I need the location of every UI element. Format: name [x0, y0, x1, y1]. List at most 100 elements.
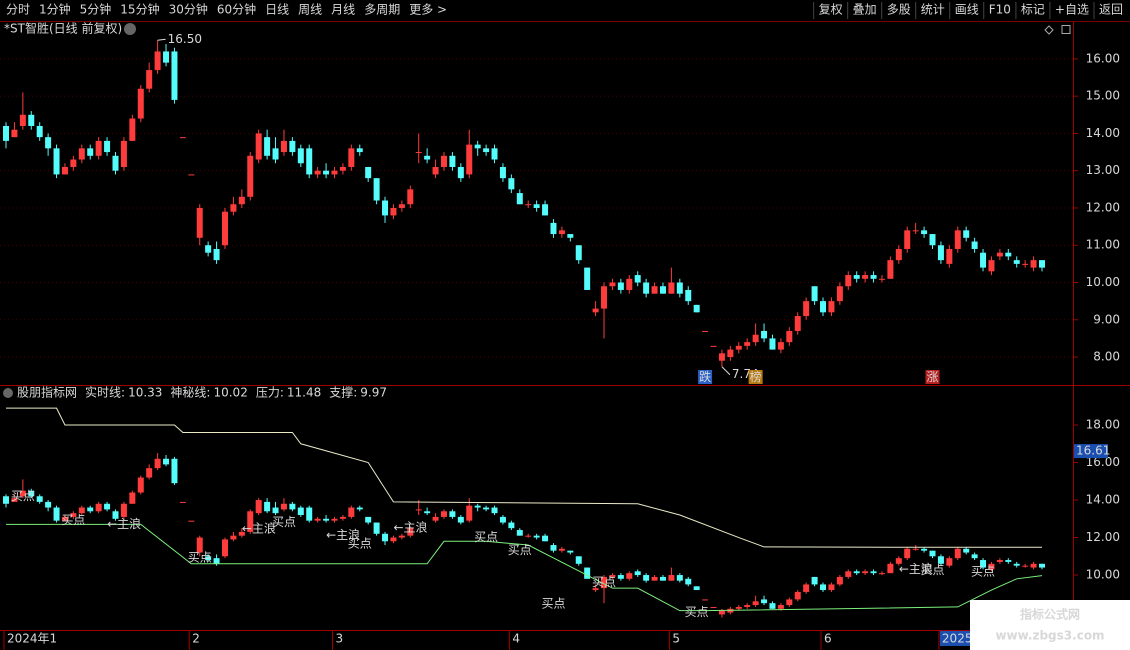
candle-body [457, 516, 464, 523]
toolbar-tab[interactable]: 多周期 [364, 3, 400, 17]
candle-body [11, 129, 18, 138]
candle-body [895, 558, 902, 564]
candle-body [154, 458, 161, 469]
candle-body [390, 207, 397, 216]
toolbar-tab[interactable]: 5分钟 [80, 2, 112, 17]
candle-body [971, 554, 978, 559]
candle-body [794, 316, 801, 331]
candle-body [862, 571, 869, 574]
toolbar-tab[interactable]: 30分钟 [169, 2, 208, 17]
candle-body [323, 170, 330, 175]
toolbar-tab[interactable]: 60分钟 [217, 2, 256, 17]
candle-body [592, 588, 599, 591]
signal-label: ←主浪 [242, 521, 276, 536]
toolbar-tab[interactable]: 周线 [298, 3, 322, 17]
candle-body [36, 125, 43, 138]
candle-body [508, 522, 515, 529]
candle-body [171, 51, 178, 100]
icon-square[interactable] [1061, 25, 1071, 34]
signal-label: 买点 [685, 605, 709, 619]
candle-body [921, 230, 928, 235]
candle-body [702, 599, 709, 601]
toolbar-button[interactable]: 复权 [819, 3, 843, 17]
toolbar-button[interactable]: +自选 [1055, 3, 1089, 17]
indicator-line [6, 523, 1043, 612]
candle-body [179, 501, 186, 503]
candle-body [398, 535, 405, 538]
candle-body [542, 535, 549, 542]
toolbar-tab[interactable]: 分时 [6, 3, 30, 17]
indicator-dropdown[interactable] [3, 388, 13, 398]
candle-body [845, 275, 852, 287]
icon-diamond[interactable] [1044, 25, 1054, 35]
candle-body [28, 114, 35, 126]
y-tick-label: 14.00 [1086, 126, 1120, 140]
candle-body [954, 230, 961, 249]
candle-body [196, 537, 203, 553]
candle-body [904, 230, 911, 249]
candle-body [78, 507, 85, 514]
toolbar-tab[interactable]: 月线 [331, 3, 355, 17]
watermark-bg [970, 600, 1130, 650]
legend-name: 实时线: [85, 385, 125, 400]
candle-body [752, 601, 759, 606]
candle-body [104, 140, 111, 153]
candle-body [289, 140, 296, 153]
candle-body [53, 507, 60, 521]
candle-body [53, 148, 60, 175]
candle-body [163, 51, 170, 63]
candle-body [348, 507, 355, 517]
toolbar-button[interactable]: 多股 [887, 3, 911, 17]
toolbar-tab[interactable]: 更多 > [409, 3, 447, 17]
candle-body [365, 166, 372, 179]
candle-body [929, 234, 936, 246]
candle-body [609, 282, 616, 287]
candle-body [331, 170, 338, 175]
candle-body [163, 458, 170, 465]
toolbar-button[interactable]: 标记 [1021, 3, 1045, 17]
candle-body [575, 556, 582, 564]
candle-body [735, 345, 742, 350]
candle-body [946, 558, 953, 566]
candle-body [19, 114, 26, 126]
candle-body [820, 584, 827, 591]
toolbar-tab[interactable]: 日线 [265, 3, 289, 17]
legend-value: 11.48 [287, 386, 321, 400]
candle-body [474, 144, 481, 149]
candle-body [306, 148, 313, 175]
candle-body [626, 573, 633, 579]
candle-body [87, 148, 94, 156]
candle-body [718, 353, 725, 361]
candle-body [777, 342, 784, 350]
candle-body [828, 301, 835, 313]
candle-body [980, 560, 987, 568]
candle-body [61, 166, 68, 175]
candle-body [373, 178, 380, 201]
toolbar-button[interactable]: 叠加 [853, 3, 877, 17]
candle-body [558, 230, 565, 235]
x-label: 4 [512, 632, 520, 646]
candle-body [769, 338, 776, 350]
candle-body [996, 560, 1003, 562]
badge-bg [748, 370, 763, 384]
candle-body [567, 550, 574, 553]
candle-body [508, 178, 515, 190]
watermark-url: www.zbgs3.com [995, 629, 1104, 643]
toolbar-button[interactable]: 返回 [1099, 3, 1123, 17]
badge-bg [925, 370, 940, 384]
candle-body [432, 516, 439, 521]
candle-body [205, 556, 212, 561]
y-tick-label: 16.00 [1086, 455, 1120, 469]
title-dropdown[interactable] [124, 23, 136, 35]
legend-name: 压力: [256, 386, 284, 400]
candle-body [668, 575, 675, 581]
candle-body [213, 248, 220, 261]
toolbar-tab[interactable]: 15分钟 [120, 2, 159, 17]
toolbar-button[interactable]: F10 [989, 3, 1011, 17]
toolbar-button[interactable]: 统计 [921, 3, 945, 17]
toolbar-button[interactable]: 画线 [955, 3, 979, 17]
y-tick-label: 11.00 [1086, 238, 1120, 252]
toolbar-tab[interactable]: 1分钟 [39, 2, 71, 17]
candle-body [171, 458, 178, 484]
